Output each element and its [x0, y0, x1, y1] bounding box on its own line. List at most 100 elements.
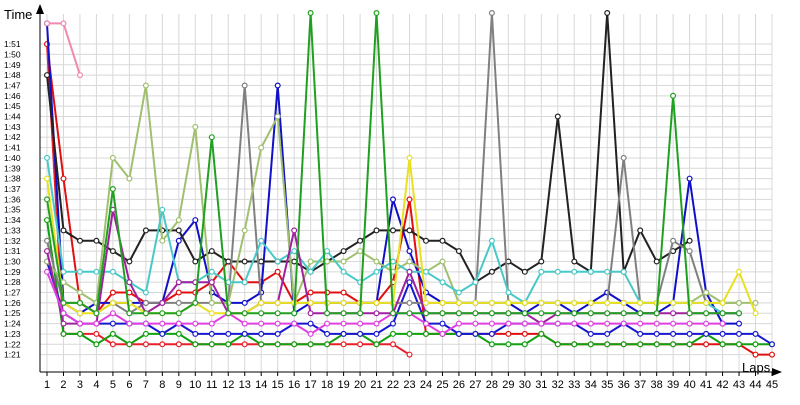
data-point — [373, 268, 380, 275]
data-point — [340, 299, 347, 306]
data-point — [340, 320, 347, 327]
data-point — [505, 341, 512, 348]
y-tick-label: 1:40 — [4, 153, 21, 163]
data-point — [159, 341, 166, 348]
x-tick-label: 16 — [288, 379, 300, 391]
data-point — [340, 310, 347, 317]
data-point — [274, 330, 281, 337]
data-point — [291, 341, 298, 348]
data-point — [274, 258, 281, 265]
data-point — [126, 175, 133, 182]
data-point — [175, 330, 182, 337]
data-point — [307, 341, 314, 348]
data-point — [455, 248, 462, 255]
data-point — [406, 196, 413, 203]
y-tick-label: 1:39 — [4, 163, 21, 173]
data-point — [241, 279, 248, 286]
data-point — [109, 186, 116, 193]
x-tick-label: 35 — [601, 379, 613, 391]
data-point — [340, 248, 347, 255]
data-point — [604, 299, 611, 306]
data-point — [703, 330, 710, 337]
data-point — [406, 268, 413, 275]
data-point — [208, 134, 215, 141]
data-point — [225, 258, 232, 265]
data-point — [554, 341, 561, 348]
data-point — [488, 10, 495, 17]
data-point — [505, 320, 512, 327]
data-point — [225, 310, 232, 317]
x-tick-label: 45 — [766, 379, 778, 391]
x-tick-label: 41 — [700, 379, 712, 391]
x-tick-label: 43 — [733, 379, 745, 391]
data-point — [159, 310, 166, 317]
data-point — [241, 82, 248, 89]
data-point — [109, 320, 116, 327]
data-point — [373, 310, 380, 317]
data-point — [192, 299, 199, 306]
data-point — [735, 310, 742, 317]
y-tick-label: 1:29 — [4, 267, 21, 277]
data-point — [241, 258, 248, 265]
x-tick-label: 7 — [143, 379, 149, 391]
data-point — [620, 154, 627, 161]
data-point — [653, 320, 660, 327]
x-tick-label: 26 — [453, 379, 465, 391]
data-point — [109, 310, 116, 317]
data-point — [241, 341, 248, 348]
y-tick-label: 1:36 — [4, 194, 21, 204]
data-point — [637, 341, 644, 348]
data-point — [192, 341, 199, 348]
data-point — [373, 320, 380, 327]
data-point — [175, 217, 182, 224]
x-tick-label: 32 — [552, 379, 564, 391]
data-point — [324, 310, 331, 317]
x-tick-label: 39 — [667, 379, 679, 391]
data-point — [324, 258, 331, 265]
data-point — [373, 341, 380, 348]
data-point — [488, 320, 495, 327]
x-tick-label: 3 — [77, 379, 83, 391]
data-point — [620, 268, 627, 275]
data-point — [324, 341, 331, 348]
data-point — [60, 330, 67, 337]
y-tick-label: 1:41 — [4, 143, 21, 153]
data-point — [175, 279, 182, 286]
data-point — [406, 310, 413, 317]
y-tick-label: 1:28 — [4, 277, 21, 287]
data-point — [357, 248, 364, 255]
data-point — [109, 268, 116, 275]
data-point — [43, 175, 50, 182]
x-axis-title: Laps — [742, 360, 771, 375]
data-point — [686, 330, 693, 337]
data-point — [93, 330, 100, 337]
y-tick-label: 1:30 — [4, 256, 21, 266]
x-tick-label: 34 — [585, 379, 597, 391]
y-tick-label: 1:35 — [4, 205, 21, 215]
data-point — [752, 341, 759, 348]
x-tick-label: 38 — [651, 379, 663, 391]
x-tick-label: 8 — [159, 379, 165, 391]
data-point — [587, 341, 594, 348]
data-point — [703, 341, 710, 348]
data-point — [258, 144, 265, 151]
data-point — [390, 330, 397, 337]
data-point — [357, 237, 364, 244]
data-point — [93, 237, 100, 244]
data-point — [455, 320, 462, 327]
data-point — [670, 237, 677, 244]
data-point — [620, 320, 627, 327]
data-point — [175, 341, 182, 348]
data-point — [735, 341, 742, 348]
data-point — [390, 341, 397, 348]
x-tick-label: 21 — [370, 379, 382, 391]
data-point — [521, 310, 528, 317]
x-tick-label: 20 — [354, 379, 366, 391]
data-point — [142, 299, 149, 306]
data-point — [208, 320, 215, 327]
x-tick-label: 37 — [634, 379, 646, 391]
y-tick-label: 1:49 — [4, 60, 21, 70]
x-tick-label: 6 — [126, 379, 132, 391]
data-point — [274, 320, 281, 327]
data-point — [587, 330, 594, 337]
